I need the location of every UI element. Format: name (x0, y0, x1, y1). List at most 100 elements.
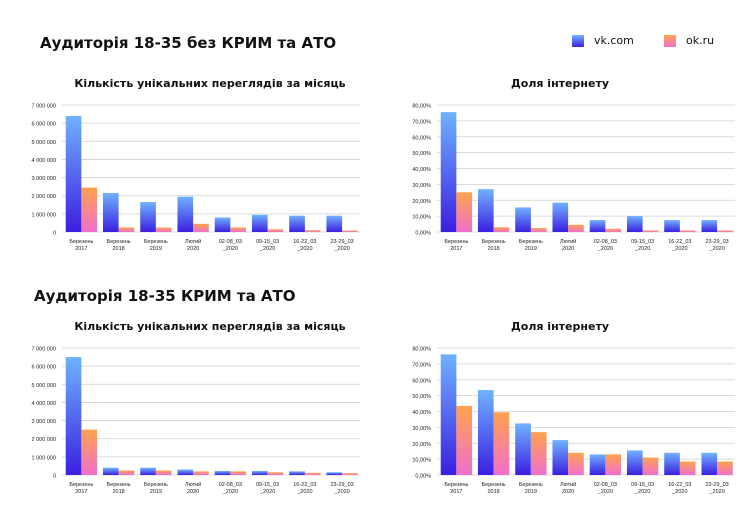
x-tick-label: Березень 2019 (519, 482, 543, 495)
chart-views-bottom: 0 1 000 000 2 000 000 3 000 000 4 000 000 5 0… (32, 347, 360, 495)
bar-vk-0 (65, 115, 82, 232)
bar-vk-2 (140, 467, 156, 475)
bar-ok-0 (456, 192, 473, 232)
bar-ok-3 (568, 452, 584, 475)
y-tick-label: 4 000 000 (32, 401, 56, 407)
chart-share-bottom: 0,00% 10,00% 20,00% 30,00% 40,00% 50,00% 60,00… (412, 347, 735, 495)
bar-vk-2 (515, 207, 531, 232)
bar-ok-1 (493, 412, 510, 475)
bar-ok-3 (568, 224, 584, 232)
bar-ok-7 (717, 230, 733, 232)
y-tick-label: 0,00% (415, 474, 431, 480)
x-tick-label: 02-08_03 _2020 (219, 239, 242, 252)
bar-ok-3 (193, 471, 209, 475)
y-tick-label: 5 000 000 (32, 140, 56, 146)
chart-views-top: 0 1 000 000 2 000 000 3 000 000 4 000 000 5 0… (32, 104, 360, 252)
y-tick-label: 80,00% (412, 104, 431, 110)
bar-vk-4 (589, 220, 606, 232)
y-tick-label: 3 000 000 (32, 419, 56, 425)
bar-vk-6 (289, 215, 305, 232)
x-tick-label: Лютий 2020 (185, 481, 201, 495)
bar-vk-6 (289, 471, 305, 475)
bar-ok-4 (605, 454, 622, 475)
bar-ok-6 (679, 230, 696, 232)
y-tick-label: 30,00% (412, 183, 431, 189)
bar-vk-0 (440, 112, 457, 232)
y-tick-label: 4 000 000 (32, 158, 56, 164)
bar-vk-5 (626, 216, 643, 232)
chart-title-views-top: Кількість унікальних переглядів за місяц… (74, 77, 346, 90)
bar-vk-7 (326, 472, 343, 475)
y-tick-label: 70,00% (412, 119, 431, 125)
y-tick-label: 40,00% (412, 410, 431, 416)
bar-ok-3 (193, 223, 209, 232)
y-tick-label: 5 000 000 (32, 383, 56, 389)
bar-ok-0 (81, 187, 98, 232)
bar-ok-6 (304, 230, 321, 232)
section-title-bottom: Аудиторія 18-35 КРИМ та АТО (34, 287, 296, 305)
bar-vk-1 (102, 192, 119, 232)
legend-swatch-ok (664, 34, 676, 47)
x-tick-label: Лютий 2020 (560, 481, 576, 495)
x-tick-label: 23-29_03 _2020 (330, 482, 353, 495)
bar-vk-1 (477, 189, 494, 232)
y-tick-label: 60,00% (412, 135, 431, 141)
x-tick-label: 02-08_03 _2020 (219, 482, 242, 495)
bar-vk-0 (440, 354, 457, 475)
bar-ok-6 (679, 461, 696, 475)
bar-vk-3 (552, 202, 569, 232)
x-tick-label: 02-08_03 _2020 (594, 239, 617, 252)
y-tick-label: 2 000 000 (32, 194, 56, 200)
bar-ok-2 (155, 227, 172, 232)
bar-vk-0 (65, 357, 82, 475)
bar-ok-7 (342, 473, 358, 475)
y-tick-label: 50,00% (412, 151, 431, 157)
bar-ok-6 (304, 472, 321, 475)
bar-ok-7 (717, 461, 733, 475)
x-tick-label: 16-22_03 _2020 (668, 239, 691, 252)
y-tick-label: 6 000 000 (32, 122, 56, 128)
bar-vk-4 (214, 471, 231, 475)
bar-ok-4 (230, 471, 247, 475)
y-tick-label: 10,00% (412, 458, 431, 464)
y-tick-label: 50,00% (412, 394, 431, 400)
bar-ok-5 (642, 230, 659, 232)
x-tick-label: 16-22_03 _2020 (293, 482, 316, 495)
x-tick-label: 16-22_03 _2020 (668, 482, 691, 495)
x-tick-label: Березень 2018 (107, 482, 131, 495)
bar-vk-4 (589, 454, 606, 475)
chart-title-share-bottom: Доля інтернету (511, 320, 609, 333)
bar-ok-1 (493, 227, 510, 232)
x-tick-label: Березень 2017 (444, 239, 468, 252)
chart-share-top: 0,00% 10,00% 20,00% 30,00% 40,00% 50,00% 60,00… (412, 104, 735, 252)
bar-vk-1 (477, 390, 494, 475)
bar-vk-3 (177, 469, 194, 475)
bar-ok-1 (118, 470, 135, 475)
y-tick-label: 20,00% (412, 199, 431, 205)
bar-ok-5 (267, 472, 284, 475)
x-tick-label: Березень 2019 (144, 239, 168, 252)
bar-vk-4 (214, 217, 231, 232)
bar-ok-2 (530, 432, 547, 475)
y-tick-label: 6 000 000 (32, 365, 56, 371)
bar-vk-2 (515, 423, 531, 475)
bar-vk-6 (664, 452, 680, 475)
y-tick-label: 40,00% (412, 167, 431, 173)
chart-title-share-top: Доля інтернету (511, 77, 609, 90)
x-tick-label: Березень 2019 (144, 482, 168, 495)
x-tick-label: Березень 2018 (482, 239, 506, 252)
x-tick-label: Березень 2018 (482, 482, 506, 495)
y-tick-label: 10,00% (412, 215, 431, 221)
bar-vk-5 (251, 471, 268, 475)
bar-ok-0 (456, 405, 473, 475)
section-title-top: Аудиторія 18-35 без КРИМ та АТО (40, 34, 337, 52)
x-tick-label: 09-15_03 _2020 (631, 239, 654, 252)
bar-ok-4 (230, 227, 247, 232)
x-tick-label: 23-29_03 _2020 (705, 239, 728, 252)
y-tick-label: 0,00% (415, 231, 431, 237)
x-tick-label: 02-08_03 _2020 (594, 482, 617, 495)
bar-vk-3 (177, 196, 194, 232)
bar-vk-3 (552, 440, 569, 475)
bar-vk-5 (626, 450, 643, 475)
bar-ok-5 (267, 229, 284, 232)
